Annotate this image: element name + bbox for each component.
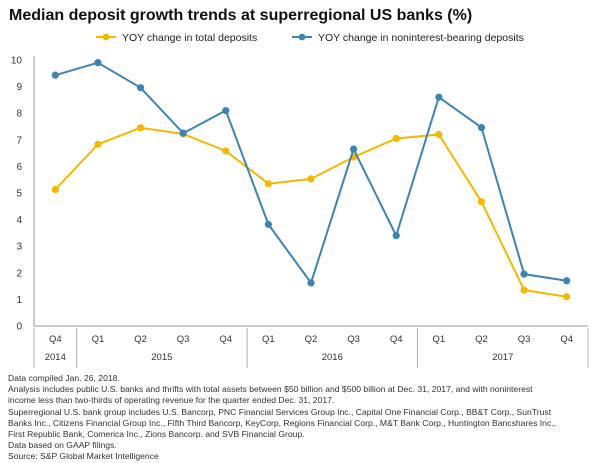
data-point (94, 59, 102, 67)
x-tick-label: Q3 (177, 334, 190, 345)
series-line (55, 61, 567, 284)
legend-label: YOY change in total deposits (122, 32, 257, 44)
data-point (520, 270, 528, 278)
year-label: 2015 (151, 352, 172, 363)
data-point (435, 93, 443, 101)
legend-label: YOY change in noninterest-bearing deposi… (318, 32, 524, 44)
x-tick-label: Q2 (134, 334, 147, 345)
line-chart: 0 1 2 3 4 5 6 7 8 9 10 Q4 Q1 Q2 Q3 Q4 Q1 Q2 Q3 Q4 Q1 Q2 Q3 Q4 20… (11, 32, 589, 368)
data-point (392, 134, 400, 143)
x-tick-label: Q1 (262, 334, 275, 345)
x-tick-label: Q4 (390, 334, 403, 345)
data-point (307, 279, 315, 287)
data-point (179, 129, 187, 137)
y-tick-label: 10 (11, 56, 23, 67)
legend-marker (102, 33, 110, 41)
y-tick-label: 8 (16, 109, 22, 120)
series-line (54, 126, 567, 298)
y-tick-label: 9 (16, 82, 22, 93)
note-line: Data compiled Jan. 26, 2018. (8, 373, 120, 383)
data-point (222, 106, 230, 115)
data-point (350, 145, 358, 153)
data-point (563, 277, 571, 285)
x-tick-label: Q1 (92, 334, 105, 345)
data-point (307, 175, 315, 183)
note-line: Superregional U.S. bank group includes U… (8, 406, 552, 417)
note-line: Analysis includes public U.S. banks and … (8, 384, 533, 395)
x-tick-label: Q3 (347, 334, 360, 345)
note-line: First Republic Bank, Comerica Inc., Zion… (8, 429, 305, 440)
data-point (136, 84, 145, 92)
y-tick-label: 1 (16, 295, 22, 306)
x-tick-label: Q3 (518, 334, 531, 345)
note-line: Banks Inc., Citizens Financial Group Inc… (8, 417, 557, 428)
x-tick-label: Q2 (475, 334, 488, 345)
data-point (264, 220, 272, 228)
data-point (136, 124, 145, 132)
data-point (520, 286, 528, 294)
x-tick-label: Q4 (219, 334, 232, 345)
data-point (222, 147, 230, 155)
data-point (392, 231, 400, 240)
chart-notes: Data compiled Jan. 26, 2018. Analysis in… (8, 373, 598, 463)
y-tick-label: 4 (16, 215, 22, 226)
legend-marker (298, 33, 306, 41)
data-point (563, 293, 571, 301)
data-point (477, 198, 486, 206)
x-tick-label: Q2 (305, 334, 318, 345)
y-tick-label: 3 (16, 242, 22, 253)
y-tick-label: 6 (16, 162, 22, 173)
y-tick-label: 7 (16, 135, 22, 146)
year-label: 2014 (45, 352, 66, 363)
x-tick-label: Q1 (433, 334, 446, 345)
x-tick-label: Q4 (49, 334, 62, 345)
data-point (94, 140, 102, 148)
data-point (51, 71, 59, 79)
note-line: Source: S&P Global Market Intelligence (8, 451, 159, 462)
data-point (51, 185, 59, 194)
y-tick-label: 2 (16, 268, 22, 279)
note-line: Data based on GAAP filings. (8, 440, 117, 451)
x-tick-label: Q4 (560, 334, 573, 345)
data-point (435, 130, 443, 139)
year-label: 2017 (492, 352, 513, 363)
data-point (264, 180, 272, 188)
y-tick-label: 5 (16, 189, 22, 200)
data-point (477, 123, 486, 132)
note-line: income less than two-thirds of operating… (8, 395, 335, 406)
chart-title: Median deposit growth trends at superreg… (9, 7, 473, 24)
year-label: 2016 (322, 352, 343, 363)
y-tick-label: 0 (16, 322, 22, 333)
